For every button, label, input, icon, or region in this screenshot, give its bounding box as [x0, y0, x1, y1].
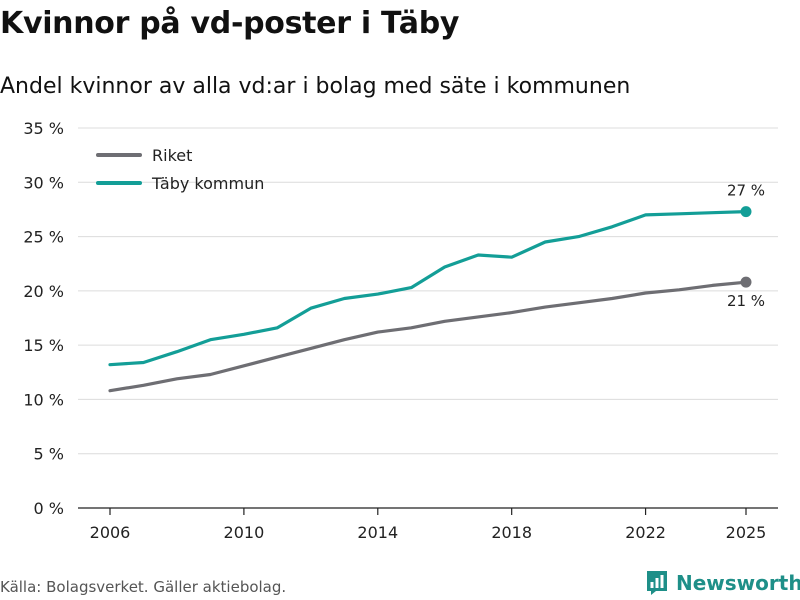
brand-logo: Newsworthy	[646, 570, 800, 596]
chart-subtitle: Andel kvinnor av alla vd:ar i bolag med …	[0, 74, 631, 99]
legend-label: Täby kommun	[151, 174, 264, 193]
x-tick-label: 2025	[726, 523, 767, 542]
series-line-1	[108, 210, 748, 367]
end-labels: 21 % 27 %	[727, 182, 765, 311]
end-value-label-0: 21 %	[727, 292, 765, 310]
y-tick-label: 30 %	[23, 173, 64, 192]
legend-label: Riket	[152, 146, 192, 165]
series-end-point-0	[740, 276, 752, 288]
legend: Riket Täby kommun	[96, 146, 264, 193]
y-tick-label: 25 %	[23, 228, 64, 247]
y-tick-label: 5 %	[34, 445, 64, 464]
series-end-point-1	[740, 206, 752, 218]
newsworthy-logo-icon	[647, 571, 667, 595]
x-tick-label: 2022	[625, 523, 666, 542]
y-tick-label: 20 %	[23, 282, 64, 301]
source-note: Källa: Bolagsverket. Gäller aktiebolag.	[0, 578, 287, 596]
y-tick-label: 15 %	[23, 336, 64, 355]
series-lines	[108, 206, 752, 393]
x-tick-label: 2018	[491, 523, 532, 542]
series-line-0	[108, 280, 748, 393]
chart-title: Kvinnor på vd-poster i Täby	[0, 6, 460, 41]
x-tick-label: 2010	[224, 523, 265, 542]
y-tick-label: 0 %	[34, 499, 64, 518]
brand-name: Newsworthy	[676, 571, 800, 595]
end-value-label-1: 27 %	[727, 182, 765, 200]
axes: 0 % 5 % 10 % 15 % 20 % 25 % 30 % 35 % 2006 2010 20…	[23, 119, 778, 542]
x-tick-label: 2014	[357, 523, 398, 542]
y-tick-label: 35 %	[23, 119, 64, 138]
x-tick-label: 2006	[90, 523, 131, 542]
y-tick-label: 10 %	[23, 390, 64, 409]
